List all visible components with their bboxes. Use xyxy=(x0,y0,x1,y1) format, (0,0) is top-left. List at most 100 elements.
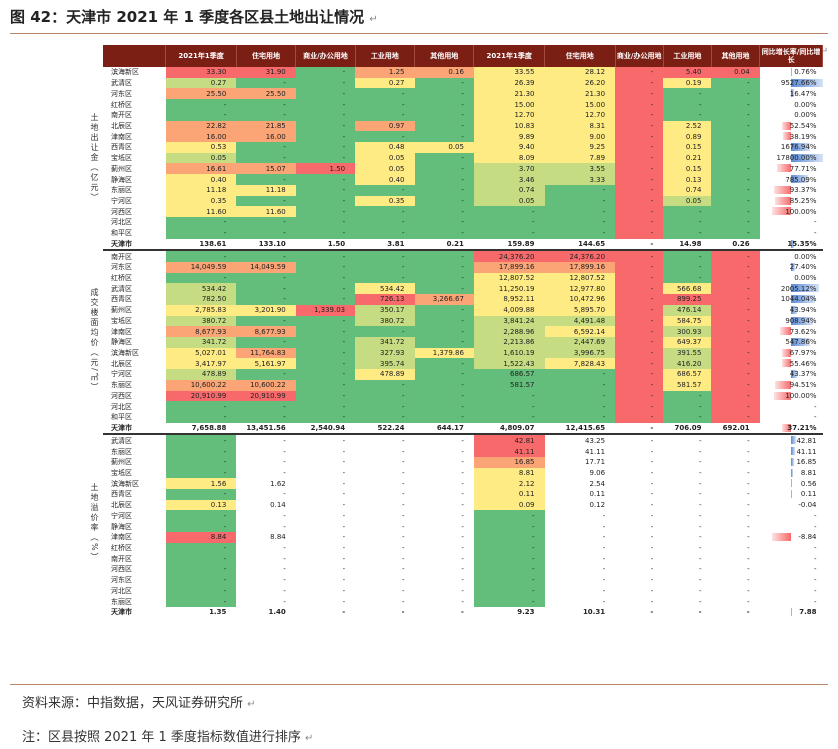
value-cell: - xyxy=(663,489,712,500)
district-cell: 河北区 xyxy=(103,217,166,228)
value-cell: - xyxy=(544,379,616,391)
growth-value: - xyxy=(813,554,817,563)
growth-bar xyxy=(791,337,810,346)
value-cell: - xyxy=(615,489,664,500)
value-cell: 159.89 xyxy=(473,238,545,251)
value-cell: - xyxy=(711,489,760,500)
value-cell: - xyxy=(615,272,664,284)
value-cell: - xyxy=(663,542,712,554)
table-row: 蓟州区 16.61 15.07 1.50 0.05-3.70 3.55-0.15-77.7… xyxy=(103,163,823,175)
growth-cell: 908.94% xyxy=(759,315,823,327)
value-cell: - xyxy=(711,195,760,207)
value-cell: - xyxy=(414,326,474,337)
growth-value: 43.37% xyxy=(789,370,817,379)
value-cell: - xyxy=(295,217,356,228)
table-row: 河西区 11.60 11.60- - - - - - - -100.00% xyxy=(103,206,823,218)
value-cell: - xyxy=(414,304,474,316)
district-cell: 武清区 xyxy=(103,283,166,295)
return-mark: ↵ xyxy=(820,46,829,57)
value-cell: 0.35 xyxy=(355,195,415,207)
value-cell: - xyxy=(414,99,474,110)
table-row: 南开区 - - - - -12.70 12.70- - -0.00% xyxy=(103,109,823,121)
value-cell: - xyxy=(236,217,296,228)
growth-cell: 15.35% xyxy=(759,238,823,251)
land-transfer-table: 2021年1季度 住宅用地 商业/办公用地 工业用地 其他用地 2021年1季度 住宅用地商… xyxy=(103,45,823,618)
value-cell: 0.13 xyxy=(663,174,712,185)
growth-value: 100.00% xyxy=(785,391,817,400)
value-cell: - xyxy=(615,456,664,468)
value-cell: - xyxy=(615,163,664,175)
table-row: 河东区 - - - - - - - - - - - xyxy=(103,574,823,586)
growth-cell: - xyxy=(759,401,823,412)
value-cell: - xyxy=(355,249,415,262)
district-cell: 蓟州区 xyxy=(103,163,166,175)
value-cell: 380.72 xyxy=(355,315,415,327)
value-cell: - xyxy=(295,379,356,391)
column-header: 商业/办公用地 xyxy=(615,45,664,67)
value-cell: - xyxy=(295,109,356,121)
value-cell: - xyxy=(414,521,474,532)
value-cell: 17,899.16 xyxy=(473,261,545,273)
value-cell: - xyxy=(414,531,474,543)
value-cell: 11.18 xyxy=(165,184,237,196)
district-cell: 河西区 xyxy=(103,206,166,218)
value-cell: - xyxy=(355,585,415,597)
value-cell: 0.05 xyxy=(165,152,237,164)
value-cell: - xyxy=(355,217,415,228)
value-cell: - xyxy=(473,227,545,239)
value-cell: - xyxy=(165,446,237,457)
growth-cell: 547.86% xyxy=(759,336,823,348)
district-cell: 武清区 xyxy=(103,433,166,447)
growth-bar xyxy=(791,295,815,304)
growth-value: -0.04 xyxy=(798,501,817,510)
growth-value: 52.54% xyxy=(789,121,817,130)
district-cell: 津南区 xyxy=(103,326,166,337)
value-cell: 4,009.88 xyxy=(473,304,545,316)
value-cell: 3,841.24 xyxy=(473,315,545,327)
growth-value: 37.21% xyxy=(787,424,817,433)
table-row: 西青区 782.50- -726.13 3,266.67 8,952.11 10,472.… xyxy=(103,294,823,305)
table-row: 宝坻区 0.05- -0.05-8.09 7.89-0.21-17800.00% xyxy=(103,152,823,164)
growth-value: -8.84 xyxy=(798,533,817,542)
value-cell: - xyxy=(355,553,415,565)
value-cell: - xyxy=(615,206,664,218)
table-total-row: 天津市 1.35 1.40- - -9.23 10.31- - -7.88 xyxy=(103,606,823,618)
value-cell: - xyxy=(236,109,296,121)
value-cell: 0.11 xyxy=(473,489,545,500)
table-row: 北辰区 3,417.97 5,161.97-395.74-1,522.43 7,828… xyxy=(103,358,823,370)
value-cell: - xyxy=(615,596,664,607)
district-cell: 北辰区 xyxy=(103,120,166,132)
value-cell: 28.12 xyxy=(544,67,616,78)
value-cell: 0.21 xyxy=(414,238,474,251)
value-cell: - xyxy=(414,283,474,295)
value-cell: 21.30 xyxy=(544,88,616,100)
value-cell: - xyxy=(236,401,296,412)
value-cell: - xyxy=(615,499,664,511)
value-cell: - xyxy=(295,553,356,565)
value-cell: 1.56 xyxy=(165,478,237,490)
growth-bar xyxy=(791,436,796,445)
value-cell: 1,339.03 xyxy=(295,304,356,316)
value-cell: - xyxy=(295,326,356,337)
growth-cell: - xyxy=(759,542,823,554)
district-cell: 北辰区 xyxy=(103,499,166,511)
value-cell: - xyxy=(236,456,296,468)
value-cell: - xyxy=(295,206,356,218)
value-cell: 2,213.86 xyxy=(473,336,545,348)
table-row: 滨海新区 5,027.01 11,764.83-327.93 1,379.86 1,61… xyxy=(103,347,823,359)
value-cell: 13,451.56 xyxy=(236,422,296,435)
value-cell: - xyxy=(355,456,415,468)
growth-cell: 100.00% xyxy=(759,206,823,218)
table-row: 宁河区 478.89- -478.89-686.57- -686.57-43.37% xyxy=(103,369,823,380)
value-cell: - xyxy=(165,433,237,447)
value-cell: 1.62 xyxy=(236,478,296,490)
table-row: 和平区 - - - - - - - - - - - xyxy=(103,412,823,423)
value-cell: - xyxy=(414,227,474,239)
value-cell: - xyxy=(663,227,712,239)
value-cell: - xyxy=(355,88,415,100)
column-header: 2021年1季度 xyxy=(165,45,237,67)
value-cell: - xyxy=(711,120,760,132)
value-cell: - xyxy=(615,195,664,207)
table-row: 武清区 - - - - -42.81 43.25- - -42.81 xyxy=(103,433,823,447)
value-cell: - xyxy=(615,326,664,337)
